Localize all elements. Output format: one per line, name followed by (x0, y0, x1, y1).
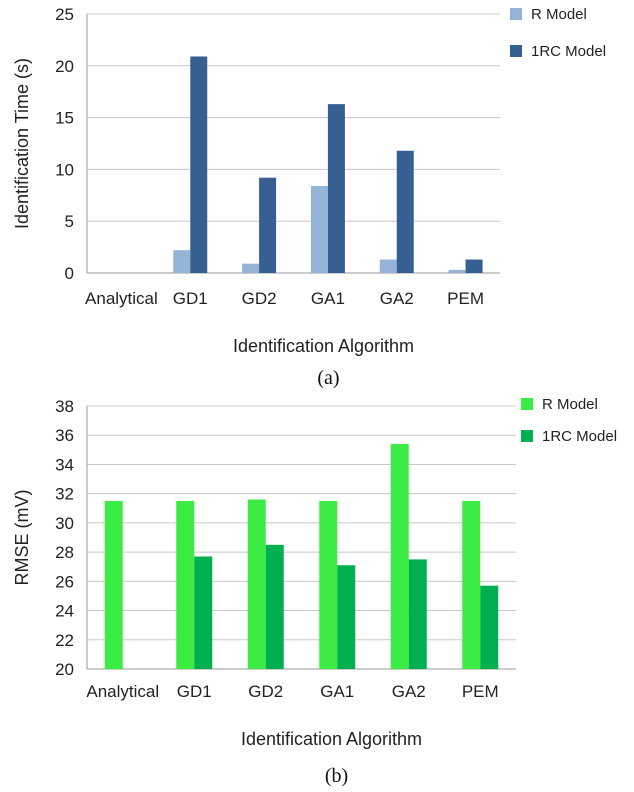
bar (176, 500, 195, 669)
y-axis-title: RMSE (mV) (12, 490, 32, 586)
y-tick-label: 36 (55, 426, 74, 445)
bar (337, 565, 356, 669)
bar (242, 263, 260, 273)
y-tick-label: 22 (55, 631, 74, 650)
y-axis-title: Identification Time (s) (12, 58, 32, 229)
legend-label: 1RC Model (531, 43, 606, 60)
x-axis-title: Identification Algorithm (233, 336, 414, 356)
x-tick-label: GD2 (248, 682, 283, 701)
bar (265, 544, 284, 669)
x-tick-label: GA2 (392, 682, 426, 701)
x-tick-label: GD1 (177, 682, 212, 701)
bar (465, 259, 483, 273)
y-tick-label: 38 (55, 397, 74, 416)
x-tick-label: GA1 (311, 289, 345, 308)
y-tick-label: 20 (55, 57, 74, 76)
bar (194, 556, 213, 669)
bar (396, 150, 414, 273)
bar (259, 177, 277, 273)
y-tick-label: 0 (65, 264, 74, 283)
y-tick-label: 26 (55, 572, 74, 591)
legend-label: R Model (542, 396, 598, 413)
x-tick-label: Analytical (85, 289, 158, 308)
bar (327, 104, 345, 273)
legend-swatch (510, 45, 522, 57)
y-tick-label: 30 (55, 514, 74, 533)
bar (390, 443, 409, 669)
legend-swatch (521, 430, 533, 442)
bar (319, 500, 338, 669)
bar (310, 185, 328, 273)
bar (480, 585, 499, 669)
x-tick-label: Analytical (86, 682, 159, 701)
x-tick-label: GD2 (242, 289, 277, 308)
legend: R Model 1RC Model (521, 396, 617, 445)
x-tick-label: GD1 (173, 289, 208, 308)
bar (247, 499, 266, 669)
figure-caption: (b) (325, 765, 348, 787)
chart-b: 20 22 24 26 28 30 32 34 36 38 Analytical GD1 GD2 GA1 G… (12, 396, 617, 787)
bar (448, 269, 466, 273)
legend-label: R Model (531, 6, 587, 23)
y-tick-label: 28 (55, 543, 74, 562)
x-tick-label: GA1 (320, 682, 354, 701)
bar (462, 500, 481, 669)
x-axis-title: Identification Algorithm (241, 729, 422, 749)
bar (173, 250, 191, 273)
y-tick-label: 24 (55, 602, 74, 621)
x-tick-label: PEM (462, 682, 499, 701)
y-tick-label: 5 (65, 212, 74, 231)
y-tick-label: 25 (55, 5, 74, 24)
legend-swatch (521, 398, 533, 410)
legend-swatch (510, 8, 522, 20)
x-tick-label: GA2 (380, 289, 414, 308)
legend: R Model 1RC Model (510, 6, 606, 60)
y-tick-label: 32 (55, 485, 74, 504)
legend-label: 1RC Model (542, 428, 617, 445)
y-tick-label: 20 (55, 660, 74, 679)
bar (379, 259, 397, 273)
chart-a: 0 5 10 15 20 25 Analytical GD1 GD2 GA1 GA2 PEM Ident… (12, 5, 606, 389)
bar (408, 559, 427, 669)
y-tick-label: 15 (55, 109, 74, 128)
bar (190, 56, 208, 274)
y-tick-label: 34 (55, 455, 74, 474)
x-tick-label: PEM (447, 289, 484, 308)
bar (104, 500, 123, 669)
figure-caption: (a) (317, 367, 339, 389)
y-tick-label: 10 (55, 160, 74, 179)
